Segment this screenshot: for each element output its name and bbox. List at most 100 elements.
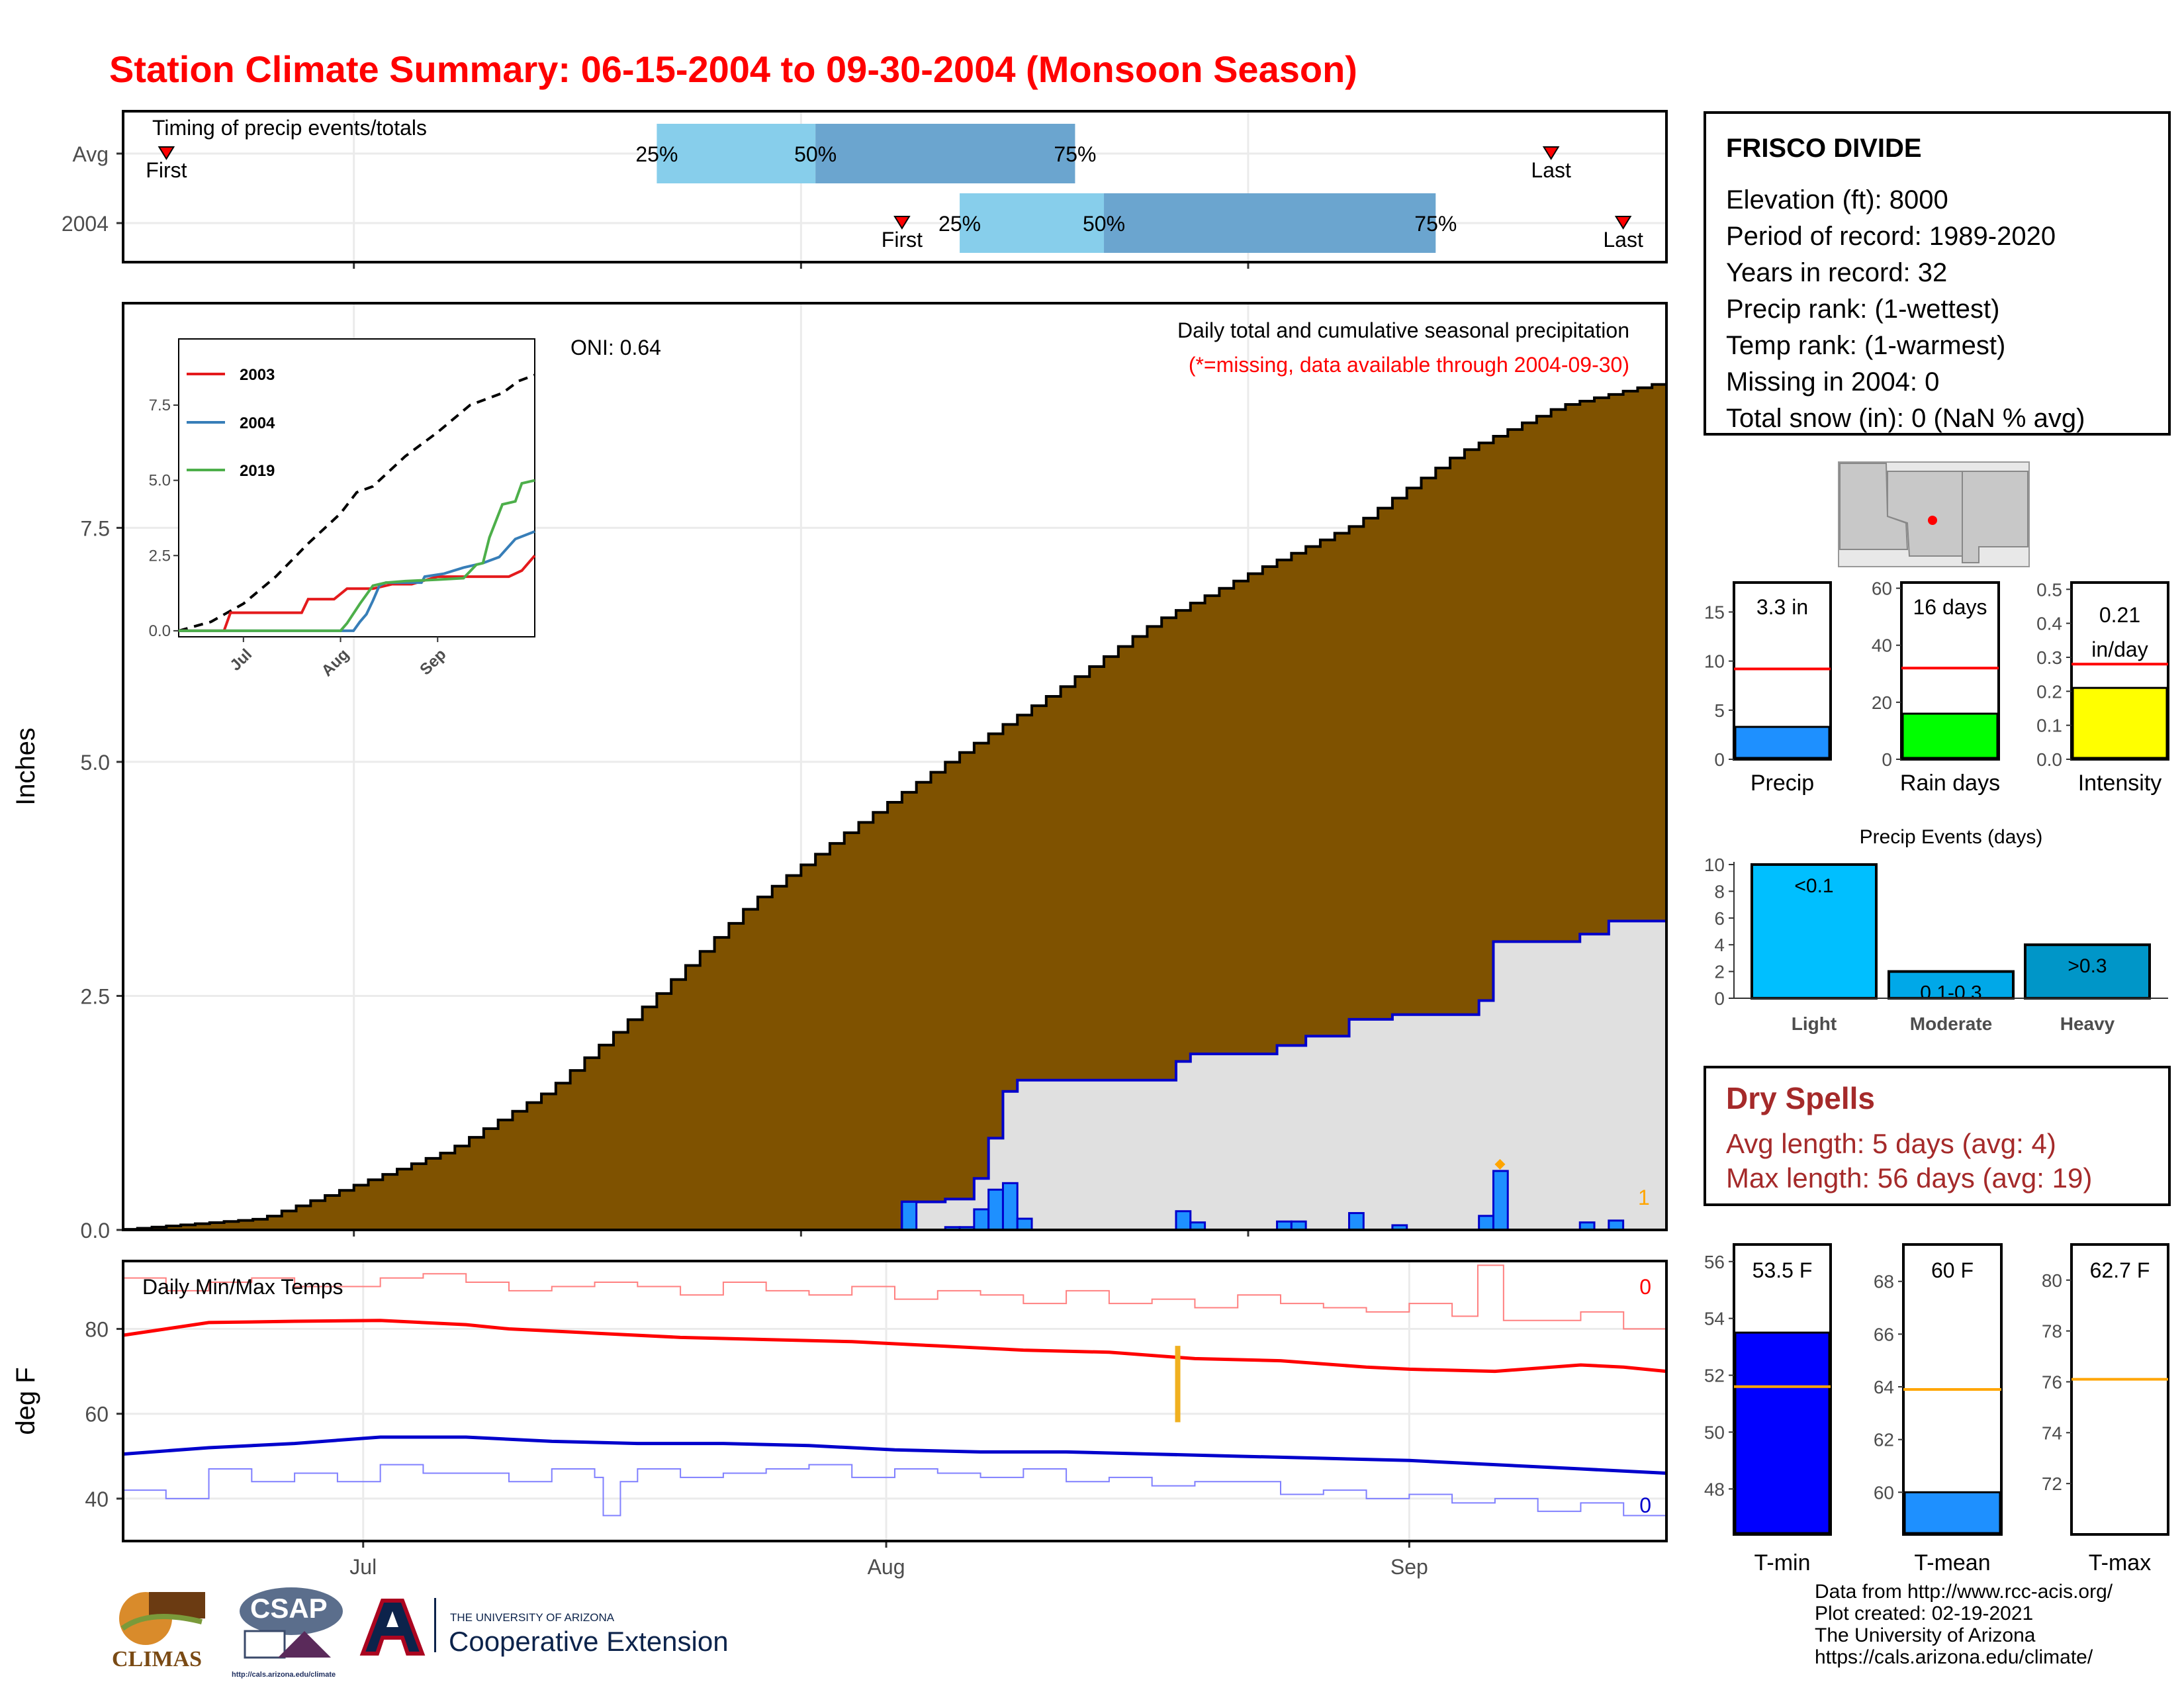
- timing-bar-q50-q75: [1104, 193, 1436, 253]
- events-category-label: Moderate: [1910, 1013, 1992, 1034]
- tmin-missing-count: 0: [1639, 1493, 1651, 1517]
- mini-ytick-label: 0.0: [2036, 749, 2062, 770]
- tbar-ytick-label: 80: [2042, 1270, 2062, 1291]
- main-ytick-label: 2.5: [81, 984, 110, 1008]
- ua-block-a-icon: [359, 1599, 426, 1656]
- month-label: Aug: [868, 1555, 905, 1579]
- month-label: Sep: [1390, 1555, 1428, 1579]
- temp-frame: [122, 1260, 1668, 1542]
- timing-last-label: Last: [1603, 228, 1643, 252]
- mini-category-label: Rain days: [1900, 771, 2000, 796]
- events-title: Precip Events (days): [1860, 826, 2043, 848]
- credit-line: The University of Arizona: [1815, 1624, 2036, 1646]
- mini-value-label: 3.3 in: [1756, 595, 1808, 619]
- mini-ytick-label: 0.4: [2036, 614, 2062, 634]
- main-frame: [122, 302, 1668, 1231]
- timing-bar-q50-q75: [815, 124, 1075, 183]
- ua-coop-extension: Cooperative Extension: [449, 1626, 729, 1657]
- tbar-category-label: T-mean: [1914, 1550, 1990, 1575]
- tbar-ytick-label: 62: [1874, 1430, 1894, 1450]
- events-ytick-label: 6: [1714, 908, 1725, 929]
- timing-q25-label: 25%: [938, 212, 981, 236]
- station-missing: Missing in 2004: 0: [1726, 367, 1940, 397]
- mini-ytick-label: 10: [1704, 651, 1725, 672]
- tbar-ytick-label: 64: [1874, 1377, 1894, 1397]
- credit-line: Data from http://www.rcc-acis.org/: [1815, 1581, 2113, 1603]
- daily-precip-bar: [1348, 1212, 1365, 1231]
- climas-logo: CLIMAS: [109, 1582, 215, 1675]
- dry-spells-title: Dry Spells: [1726, 1081, 1875, 1115]
- tbar-t-mean: [1903, 1491, 2001, 1534]
- mini-ytick-label: 0: [1882, 749, 1892, 770]
- mini-ytick-label: 0.1: [2036, 716, 2062, 736]
- inset-legend-label: 2004: [240, 414, 275, 432]
- timing-q75-label: 75%: [1414, 212, 1457, 236]
- events-bar-moderate: [1888, 970, 2015, 1000]
- mini-ytick-label: 0: [1714, 749, 1725, 770]
- mini-value-label: 16 days: [1913, 595, 1987, 619]
- main-precip-panel: 1 0.0 2.5 5.0 7.5 Inches Daily total and cumul…: [11, 302, 1668, 1243]
- timing-first-marker: [158, 146, 175, 160]
- avg-cumulative-area: [122, 383, 1668, 1231]
- events-bar-label: >0.3: [2068, 955, 2107, 977]
- tmax-missing-count: 0: [1639, 1275, 1651, 1299]
- tbar-ytick-label: 60: [1874, 1482, 1894, 1503]
- timing-last-marker: [1614, 216, 1632, 230]
- temp-ylabel: deg F: [11, 1367, 40, 1434]
- main-ylabel: Inches: [11, 727, 40, 806]
- events-ytick-label: 0: [1714, 988, 1725, 1009]
- station-years: Years in record: 32: [1726, 258, 1948, 287]
- tbar-ytick-label: 54: [1704, 1309, 1725, 1329]
- mini-ytick-label: 20: [1872, 692, 1892, 713]
- month-label: Jul: [349, 1555, 377, 1579]
- temp-ytick-label: 40: [85, 1487, 109, 1511]
- climas-wordmark: CLIMAS: [112, 1647, 203, 1671]
- main-ytick-label: 5.0: [81, 751, 110, 774]
- station-location-marker: [1928, 516, 1937, 525]
- credit-line: https://cals.arizona.edu/climate/: [1815, 1646, 2093, 1668]
- temperature-panel: 40 60 80 Jul Aug Sep Daily Min/Max Temps 0 0 deg …: [11, 1260, 1668, 1579]
- events-bar-label: 0.1-0.3: [1920, 982, 1981, 1004]
- tbar-ytick-label: 76: [2042, 1372, 2062, 1392]
- mini-bar-1: [1901, 712, 1999, 759]
- tbar-ytick-label: 68: [1874, 1272, 1894, 1292]
- inset-ytick-label: 7.5: [149, 397, 171, 414]
- dry-spells-max: Max length: 56 days (avg: 19): [1726, 1162, 2093, 1194]
- missing-marker: [1494, 1158, 1506, 1170]
- csap-url: http://cals.arizona.edu/climate: [232, 1671, 336, 1679]
- daily-precip-bar: [1608, 1219, 1625, 1231]
- timing-q50-label: 50%: [1083, 212, 1125, 236]
- page-title: Station Climate Summary: 06-15-2004 to 0…: [109, 48, 1357, 90]
- tbar-ytick-label: 66: [1874, 1324, 1894, 1344]
- precip-events-panel: Precip Events (days) <0.1 Light 0.1-0.3 Mode…: [1704, 826, 2168, 1034]
- tmax-2004-line: [123, 1264, 1666, 1330]
- timing-last-marker: [1542, 146, 1560, 160]
- station-name: FRISCO DIVIDE: [1726, 134, 1922, 163]
- daily-precip-bar: [987, 1188, 1004, 1231]
- tbar-value-label: 53.5 F: [1752, 1258, 1813, 1282]
- missing-count: 1: [1638, 1186, 1650, 1209]
- events-ytick-label: 2: [1714, 962, 1725, 982]
- events-ytick-label: 4: [1714, 935, 1725, 955]
- tbar-ytick-label: 56: [1704, 1252, 1725, 1272]
- mini-ytick-label: 0.3: [2036, 647, 2062, 668]
- credit-line: Plot created: 02-19-2021: [1815, 1603, 2034, 1624]
- ua-name: THE UNIVERSITY OF ARIZONA: [450, 1611, 615, 1624]
- inset-frame: [178, 338, 535, 637]
- tbar-value-label: 60 F: [1931, 1258, 1974, 1282]
- timing-last-label: Last: [1531, 158, 1571, 182]
- tbar-ytick-label: 72: [2042, 1474, 2062, 1494]
- dry-spells-avg: Avg length: 5 days (avg: 4): [1726, 1128, 2056, 1159]
- inset-series-avg-line: [178, 373, 535, 632]
- events-bar-light: [1751, 863, 1878, 1000]
- ua-logo: THE UNIVERSITY OF ARIZONA Cooperative Ex…: [356, 1594, 729, 1667]
- daily-precip-bar: [1175, 1210, 1192, 1231]
- tbar-ytick-label: 52: [1704, 1366, 1725, 1386]
- daily-precip-bar: [1478, 1215, 1494, 1231]
- temperature-bar-panels: 48 50 52 54 56 53.5 F T-min 60 62 64 66 68 60 F T-mea…: [1704, 1243, 2169, 1575]
- timing-bar-q25-q50: [960, 193, 1105, 253]
- credits: Data from http://www.rcc-acis.org/ Plot …: [1815, 1581, 2113, 1668]
- tbar-t-min: [1734, 1331, 1831, 1534]
- main-annotation-title: Daily total and cumulative seasonal prec…: [1177, 318, 1629, 342]
- timing-bar-q25-q50: [657, 124, 816, 183]
